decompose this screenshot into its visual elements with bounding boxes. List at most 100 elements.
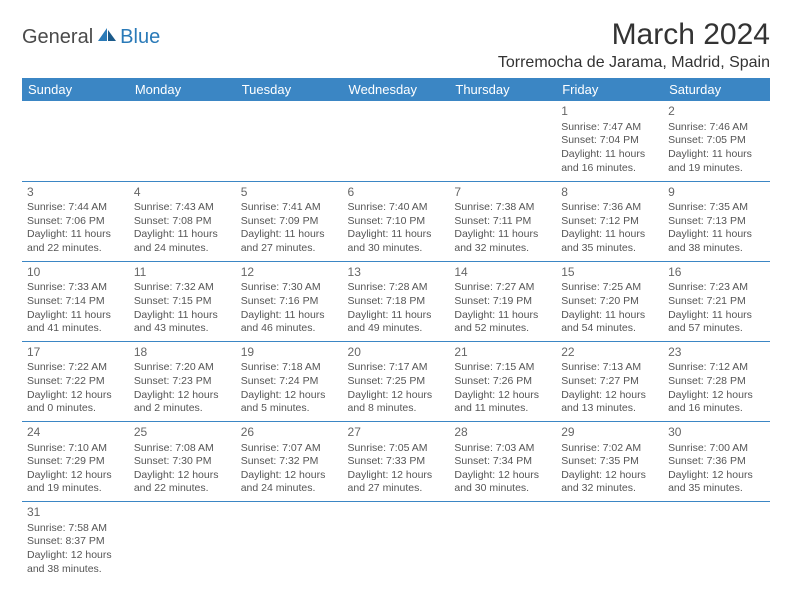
sunrise-text: Sunrise: 7:47 AM [561,121,658,135]
day-header: Sunday [22,78,129,101]
daylight-text: Daylight: 11 hours [668,148,765,162]
calendar-cell: 6Sunrise: 7:40 AMSunset: 7:10 PMDaylight… [343,181,450,261]
calendar-cell: 25Sunrise: 7:08 AMSunset: 7:30 PMDayligh… [129,421,236,501]
sunset-text: Sunset: 7:08 PM [134,215,231,229]
sunset-text: Sunset: 7:35 PM [561,455,658,469]
calendar-row: 1Sunrise: 7:47 AMSunset: 7:04 PMDaylight… [22,101,770,181]
sunrise-text: Sunrise: 7:58 AM [27,522,124,536]
sunset-text: Sunset: 7:23 PM [134,375,231,389]
daylight-text: and 11 minutes. [454,402,551,416]
daylight-text: Daylight: 11 hours [561,228,658,242]
calendar-cell: 2Sunrise: 7:46 AMSunset: 7:05 PMDaylight… [663,101,770,181]
sunrise-text: Sunrise: 7:27 AM [454,281,551,295]
calendar-cell [236,502,343,582]
daylight-text: Daylight: 12 hours [668,389,765,403]
sunset-text: Sunset: 7:10 PM [348,215,445,229]
calendar-cell [343,502,450,582]
calendar-cell: 12Sunrise: 7:30 AMSunset: 7:16 PMDayligh… [236,261,343,341]
day-number: 9 [668,185,765,201]
sunrise-text: Sunrise: 7:41 AM [241,201,338,215]
sunrise-text: Sunrise: 7:33 AM [27,281,124,295]
calendar-cell: 29Sunrise: 7:02 AMSunset: 7:35 PMDayligh… [556,421,663,501]
sunrise-text: Sunrise: 7:17 AM [348,361,445,375]
sunrise-text: Sunrise: 7:32 AM [134,281,231,295]
calendar-cell: 17Sunrise: 7:22 AMSunset: 7:22 PMDayligh… [22,341,129,421]
daylight-text: Daylight: 11 hours [27,228,124,242]
daylight-text: Daylight: 12 hours [27,469,124,483]
sunset-text: Sunset: 7:04 PM [561,134,658,148]
daylight-text: Daylight: 11 hours [668,309,765,323]
sunset-text: Sunset: 7:09 PM [241,215,338,229]
daylight-text: Daylight: 12 hours [134,389,231,403]
daylight-text: Daylight: 12 hours [454,469,551,483]
daylight-text: Daylight: 12 hours [348,469,445,483]
calendar-cell: 16Sunrise: 7:23 AMSunset: 7:21 PMDayligh… [663,261,770,341]
daylight-text: and 32 minutes. [561,482,658,496]
logo-text-blue: Blue [120,26,160,49]
day-number: 11 [134,265,231,281]
daylight-text: Daylight: 12 hours [27,549,124,563]
sunset-text: Sunset: 7:18 PM [348,295,445,309]
calendar-cell: 15Sunrise: 7:25 AMSunset: 7:20 PMDayligh… [556,261,663,341]
sunrise-text: Sunrise: 7:03 AM [454,442,551,456]
calendar-cell: 7Sunrise: 7:38 AMSunset: 7:11 PMDaylight… [449,181,556,261]
sunrise-text: Sunrise: 7:02 AM [561,442,658,456]
page-title: March 2024 [498,18,770,52]
header: General Blue March 2024 Torremocha de Ja… [22,18,770,72]
sunrise-text: Sunrise: 7:25 AM [561,281,658,295]
sunset-text: Sunset: 7:27 PM [561,375,658,389]
sunrise-text: Sunrise: 7:35 AM [668,201,765,215]
calendar-cell [556,502,663,582]
daylight-text: Daylight: 12 hours [27,389,124,403]
day-number: 18 [134,345,231,361]
day-number: 21 [454,345,551,361]
day-number: 27 [348,425,445,441]
day-header-row: Sunday Monday Tuesday Wednesday Thursday… [22,78,770,101]
calendar-cell: 11Sunrise: 7:32 AMSunset: 7:15 PMDayligh… [129,261,236,341]
day-number: 8 [561,185,658,201]
daylight-text: Daylight: 11 hours [134,228,231,242]
daylight-text: and 57 minutes. [668,322,765,336]
sunrise-text: Sunrise: 7:30 AM [241,281,338,295]
daylight-text: and 32 minutes. [454,242,551,256]
sunset-text: Sunset: 7:16 PM [241,295,338,309]
sunset-text: Sunset: 7:06 PM [27,215,124,229]
daylight-text: Daylight: 12 hours [241,469,338,483]
sunset-text: Sunset: 7:15 PM [134,295,231,309]
day-header: Wednesday [343,78,450,101]
sunrise-text: Sunrise: 7:44 AM [27,201,124,215]
day-number: 23 [668,345,765,361]
day-number: 26 [241,425,338,441]
daylight-text: and 19 minutes. [668,162,765,176]
sunset-text: Sunset: 7:05 PM [668,134,765,148]
sunrise-text: Sunrise: 7:15 AM [454,361,551,375]
calendar-cell: 26Sunrise: 7:07 AMSunset: 7:32 PMDayligh… [236,421,343,501]
sail-icon [96,26,118,49]
calendar-cell [449,101,556,181]
daylight-text: Daylight: 11 hours [561,148,658,162]
day-number: 13 [348,265,445,281]
sunrise-text: Sunrise: 7:12 AM [668,361,765,375]
daylight-text: and 35 minutes. [561,242,658,256]
daylight-text: Daylight: 11 hours [134,309,231,323]
daylight-text: and 41 minutes. [27,322,124,336]
sunrise-text: Sunrise: 7:38 AM [454,201,551,215]
daylight-text: and 38 minutes. [668,242,765,256]
day-number: 29 [561,425,658,441]
calendar-cell [449,502,556,582]
daylight-text: Daylight: 12 hours [668,469,765,483]
calendar-cell: 27Sunrise: 7:05 AMSunset: 7:33 PMDayligh… [343,421,450,501]
sunset-text: Sunset: 8:37 PM [27,535,124,549]
sunset-text: Sunset: 7:11 PM [454,215,551,229]
calendar-row: 24Sunrise: 7:10 AMSunset: 7:29 PMDayligh… [22,421,770,501]
daylight-text: and 49 minutes. [348,322,445,336]
daylight-text: and 38 minutes. [27,563,124,577]
daylight-text: Daylight: 11 hours [241,309,338,323]
daylight-text: Daylight: 12 hours [561,469,658,483]
day-number: 4 [134,185,231,201]
sunset-text: Sunset: 7:30 PM [134,455,231,469]
sunset-text: Sunset: 7:33 PM [348,455,445,469]
day-number: 19 [241,345,338,361]
calendar-cell [663,502,770,582]
day-header: Tuesday [236,78,343,101]
